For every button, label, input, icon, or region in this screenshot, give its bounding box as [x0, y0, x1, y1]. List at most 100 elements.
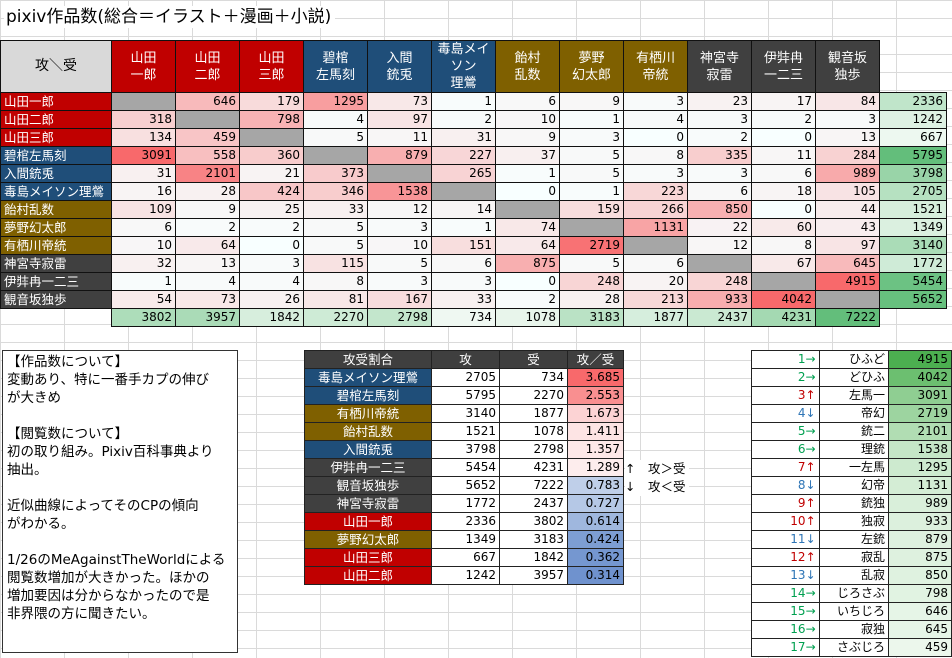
- ratio-row: 毒島メイソン理鶯 2705 734 3.685: [304, 368, 624, 387]
- ratio-header: 攻受割合: [304, 350, 432, 369]
- row-total: 1349: [879, 218, 947, 237]
- legend-up: ↑ 攻＞受: [625, 460, 690, 478]
- row-total: 3140: [879, 236, 947, 255]
- row-total: 5454: [879, 272, 947, 291]
- matrix-cell: 1: [495, 164, 560, 183]
- row-total: 1772: [879, 254, 947, 273]
- matrix-row: 観音坂独歩 54 73 26 81 167 33 2 28 213 933 4042 5652: [0, 290, 947, 309]
- header-spacer: [880, 41, 947, 93]
- matrix-cell: 4042: [751, 290, 816, 309]
- row-total: 667: [879, 128, 947, 147]
- rank-trend: 1→: [751, 350, 820, 369]
- legend-down: ↓ 攻＜受: [625, 478, 690, 496]
- matrix-cell: 223: [623, 182, 688, 201]
- matrix-cell: 5: [303, 128, 368, 147]
- column-total: 734: [431, 308, 496, 327]
- rank-trend: 13↓: [751, 566, 820, 585]
- column-header: 伊弉冉 一二三: [751, 40, 816, 93]
- matrix-cell: 64: [175, 236, 240, 255]
- matrix-cell: 60: [751, 218, 816, 237]
- matrix-cell: 81: [303, 290, 368, 309]
- column-total: 2437: [687, 308, 752, 327]
- matrix-cell: 73: [367, 92, 432, 111]
- matrix-cell: 2: [751, 110, 816, 129]
- column-header: 夢野 幻太郎: [559, 40, 624, 93]
- matrix-header-row: 攻＼受 山田 一郎 山田 二郎 山田 三郎 碧棺 左馬刻 入間 銃兎 毒島メイ ソン 理鶯…: [0, 40, 947, 93]
- column-total: 1078: [495, 308, 560, 327]
- matrix-cell: 17: [751, 92, 816, 111]
- matrix-cell: 3091: [111, 146, 176, 165]
- matrix-cell: 22: [687, 218, 752, 237]
- pairing-matrix: 攻＼受 山田 一郎 山田 二郎 山田 三郎 碧棺 左馬刻 入間 銃兎 毒島メイ ソン 理鶯…: [0, 40, 947, 327]
- column-header: 山田 一郎: [111, 40, 176, 93]
- matrix-cell: 13: [175, 254, 240, 273]
- matrix-cell: 265: [431, 164, 496, 183]
- ratio-value: 0.727: [567, 494, 624, 513]
- matrix-cell: 3: [559, 128, 624, 147]
- row-header: 山田二郎: [0, 110, 112, 129]
- matrix-cell: 3: [431, 272, 496, 291]
- ratio-value: 0.362: [567, 548, 624, 567]
- matrix-cell: 151: [431, 236, 496, 255]
- uke-count: 1078: [499, 422, 568, 441]
- ratio-header-row: 攻受割合 攻 受 攻／受: [304, 350, 624, 369]
- matrix-row: 有栖川帝統 10 64 0 5 10 151 64 2719 12 8 97 3140: [0, 236, 947, 255]
- matrix-cell: 3: [687, 110, 752, 129]
- ratio-value: 0.314: [567, 566, 624, 585]
- matrix-row: 伊弉冉一二三 1 4 4 8 3 3 0 248 20 248 4915 5454: [0, 272, 947, 291]
- row-total: 5795: [879, 146, 947, 165]
- view-count: 879: [888, 530, 952, 549]
- matrix-cell: 18: [751, 182, 816, 201]
- row-header: 伊弉冉一二三: [0, 272, 112, 291]
- pair-name: 寂独: [818, 620, 890, 639]
- seme-count: 1242: [431, 566, 500, 585]
- pair-name: さぶじろ: [818, 638, 890, 657]
- matrix-cell: 134: [111, 128, 176, 147]
- ratio-row: 伊弉冉一二三 5454 4231 1.289: [304, 458, 624, 477]
- matrix-cell: 28: [559, 290, 624, 309]
- matrix-cell: 2: [495, 290, 560, 309]
- seme-count: 667: [431, 548, 500, 567]
- pair-name: ひふど: [818, 350, 890, 369]
- seme-count: 5795: [431, 386, 500, 405]
- matrix-cell: 5: [303, 236, 368, 255]
- matrix-cell: 5: [367, 254, 432, 273]
- column-header: 毒島メイ ソン 理鶯: [431, 40, 496, 93]
- matrix-cell: 3: [367, 218, 432, 237]
- uke-count: 1842: [499, 548, 568, 567]
- matrix-cell: 318: [111, 110, 176, 129]
- uke-count: 2270: [499, 386, 568, 405]
- matrix-cell: 10: [495, 110, 560, 129]
- matrix-cell: 5: [303, 218, 368, 237]
- rank-trend: 3↑: [751, 386, 820, 405]
- row-header: 山田三郎: [0, 128, 112, 147]
- rank-trend: 6→: [751, 440, 820, 459]
- column-total: 3183: [559, 308, 624, 327]
- matrix-cell: 0: [495, 182, 560, 201]
- column-header: 山田 二郎: [175, 40, 240, 93]
- pair-name: 銃二: [818, 422, 890, 441]
- matrix-row: 毒島メイソン理鶯 16 28 424 346 1538 0 1 223 6 18 105 2705: [0, 182, 947, 201]
- row-total: 1242: [879, 110, 947, 129]
- view-count: 1295: [888, 458, 952, 477]
- matrix-cell: 4: [239, 272, 304, 291]
- ratio-header: 攻: [431, 350, 500, 369]
- views-row: 5→ 銃二 2101: [751, 422, 952, 441]
- matrix-cell: 6: [111, 218, 176, 237]
- view-count: 1538: [888, 440, 952, 459]
- pair-name: 幻帝: [818, 476, 890, 495]
- matrix-cell: [815, 290, 880, 309]
- matrix-cell: 31: [111, 164, 176, 183]
- rank-trend: 2→: [751, 368, 820, 387]
- matrix-cell: 424: [239, 182, 304, 201]
- matrix-cell: 459: [175, 128, 240, 147]
- pair-name: 独寂: [818, 512, 890, 531]
- matrix-cell: 23: [687, 92, 752, 111]
- row-header: 夢野幻太郎: [0, 218, 112, 237]
- matrix-cell: 2: [431, 110, 496, 129]
- ratio-character: 神宮寺寂雷: [304, 494, 432, 513]
- matrix-cell: 875: [495, 254, 560, 273]
- matrix-cell: 5: [559, 254, 624, 273]
- matrix-cell: [623, 236, 688, 255]
- view-count: 3091: [888, 386, 952, 405]
